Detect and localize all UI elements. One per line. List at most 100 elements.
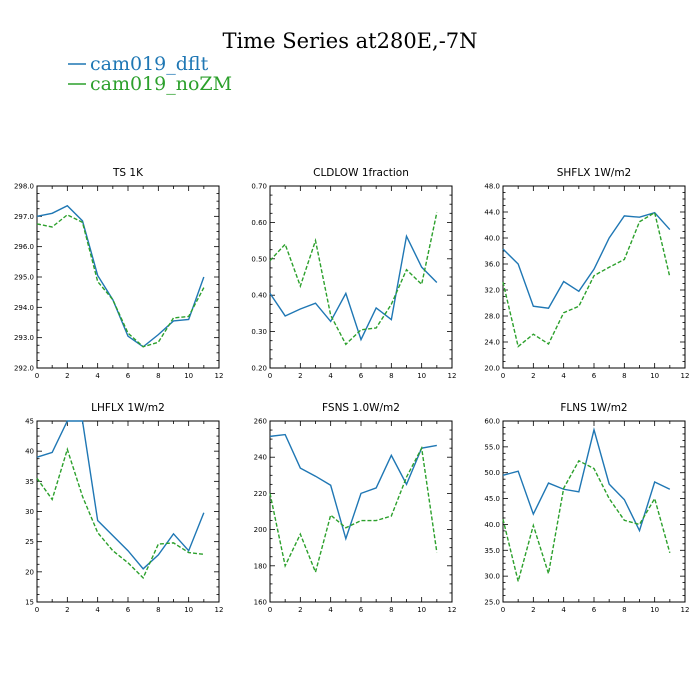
- y-tick-label: 297.0: [14, 213, 34, 221]
- panel-title: CLDLOW 1fraction: [313, 167, 409, 179]
- y-tick-label: 36.0: [484, 261, 500, 269]
- y-tick-label: 45.0: [484, 495, 500, 503]
- series-line-dflt: [36, 420, 205, 570]
- y-tick-label: 200: [254, 526, 267, 534]
- x-tick-label: 12: [681, 606, 690, 614]
- x-tick-label: 2: [531, 606, 535, 614]
- x-tick-label: 0: [268, 606, 272, 614]
- legend-label-dflt: cam019_dflt: [90, 53, 209, 75]
- y-tick-label: 28.0: [484, 313, 500, 321]
- x-tick-label: 10: [417, 372, 426, 380]
- panels: TS 1K 0 2 4 6 8 10 12 292.0 293.0 294.0 295.0 296.0 2…: [14, 167, 690, 614]
- x-tick-label: 12: [681, 372, 690, 380]
- series-line-nozm: [502, 459, 671, 582]
- chart-panel-6: FLNS 1W/m2 0 2 4 6 8 10 12 25.0 30.0 35.0 40.0 45.0 5…: [484, 402, 689, 614]
- y-tick-label: 24.0: [484, 339, 500, 347]
- series-line-nozm: [269, 445, 438, 575]
- y-tick-label: 40.0: [484, 235, 500, 243]
- y-tick-label: 0.40: [251, 292, 267, 300]
- panel-title: FSNS 1.0W/m2: [322, 402, 400, 414]
- chart-panel-1: TS 1K 0 2 4 6 8 10 12 292.0 293.0 294.0 295.0 296.0 2…: [14, 167, 224, 380]
- x-tick-label: 4: [95, 606, 100, 614]
- series-line-dflt: [36, 204, 205, 348]
- y-tick-label: 25.0: [484, 599, 500, 607]
- x-tick-label: 8: [156, 372, 160, 380]
- x-tick-label: 4: [95, 372, 100, 380]
- x-tick-label: 8: [156, 606, 160, 614]
- y-tick-label: 30: [25, 508, 34, 516]
- y-tick-label: 40.0: [484, 521, 500, 529]
- y-tick-label: 0.20: [251, 365, 267, 373]
- x-tick-label: 2: [65, 372, 69, 380]
- legend: cam019_dflt cam019_noZM: [68, 53, 232, 95]
- series-line-dflt: [502, 427, 671, 533]
- x-tick-label: 12: [215, 372, 224, 380]
- y-tick-label: 35: [25, 478, 34, 486]
- x-tick-label: 0: [501, 372, 505, 380]
- x-tick-label: 12: [448, 606, 457, 614]
- y-tick-label: 15: [25, 599, 34, 607]
- y-tick-label: 240: [254, 454, 267, 462]
- plot-frame: [36, 420, 220, 603]
- plot-frame: [36, 185, 220, 369]
- panel-title: FLNS 1W/m2: [560, 402, 627, 414]
- x-tick-label: 12: [448, 372, 457, 380]
- y-tick-label: 0.50: [251, 255, 267, 263]
- y-tick-label: 20.0: [484, 365, 500, 373]
- y-tick-label: 294.0: [14, 304, 34, 312]
- y-tick-label: 296.0: [14, 243, 34, 251]
- y-tick-label: 25: [25, 538, 34, 546]
- x-tick-label: 10: [184, 372, 193, 380]
- series-line-dflt: [269, 234, 438, 342]
- x-tick-label: 0: [35, 606, 39, 614]
- x-tick-label: 2: [298, 372, 302, 380]
- panel-title: LHFLX 1W/m2: [91, 402, 165, 414]
- y-tick-label: 180: [254, 562, 267, 570]
- series-line-nozm: [36, 213, 205, 348]
- x-tick-label: 8: [622, 606, 626, 614]
- x-tick-label: 8: [389, 606, 393, 614]
- y-tick-label: 55.0: [484, 443, 500, 451]
- x-tick-label: 6: [592, 606, 597, 614]
- x-tick-label: 10: [650, 606, 659, 614]
- x-tick-label: 6: [359, 606, 364, 614]
- chart-panel-3: SHFLX 1W/m2 0 2 4 6 8 10 12 20.0 24.0 28.0 32.0 36.0…: [484, 167, 689, 380]
- x-tick-label: 6: [126, 606, 131, 614]
- series-line-nozm: [502, 211, 671, 348]
- x-tick-label: 6: [126, 372, 131, 380]
- x-tick-label: 0: [268, 372, 272, 380]
- y-tick-label: 293.0: [14, 334, 34, 342]
- y-tick-label: 60.0: [484, 418, 500, 426]
- y-tick-label: 160: [254, 599, 267, 607]
- x-tick-label: 2: [298, 606, 302, 614]
- x-tick-label: 10: [650, 372, 659, 380]
- x-tick-label: 6: [359, 372, 364, 380]
- x-tick-label: 2: [531, 372, 535, 380]
- x-tick-label: 6: [592, 372, 597, 380]
- y-tick-label: 20: [25, 568, 34, 576]
- y-tick-label: 260: [254, 418, 267, 426]
- y-tick-label: 48.0: [484, 183, 500, 191]
- x-tick-label: 10: [184, 606, 193, 614]
- chart-panel-4: LHFLX 1W/m2 0 2 4 6 8 10 12 15 20 25 30 35 40 45: [25, 402, 223, 614]
- x-tick-label: 12: [215, 606, 224, 614]
- x-tick-label: 8: [389, 372, 393, 380]
- x-tick-label: 4: [328, 372, 333, 380]
- panel-title: SHFLX 1W/m2: [557, 167, 632, 179]
- y-tick-label: 0.60: [251, 219, 267, 227]
- y-tick-label: 44.0: [484, 209, 500, 217]
- series-line-dflt: [269, 433, 437, 542]
- x-tick-label: 8: [622, 372, 626, 380]
- x-tick-label: 10: [417, 606, 426, 614]
- legend-label-nozm: cam019_noZM: [90, 73, 232, 95]
- y-tick-label: 32.0: [484, 287, 500, 295]
- x-tick-label: 0: [501, 606, 505, 614]
- x-tick-label: 4: [328, 606, 333, 614]
- series-line-dflt: [502, 211, 671, 309]
- y-tick-label: 50.0: [484, 469, 500, 477]
- y-tick-label: 0.30: [251, 328, 267, 336]
- x-tick-label: 4: [561, 606, 566, 614]
- y-tick-label: 295.0: [14, 274, 34, 282]
- panel-title: TS 1K: [112, 167, 144, 179]
